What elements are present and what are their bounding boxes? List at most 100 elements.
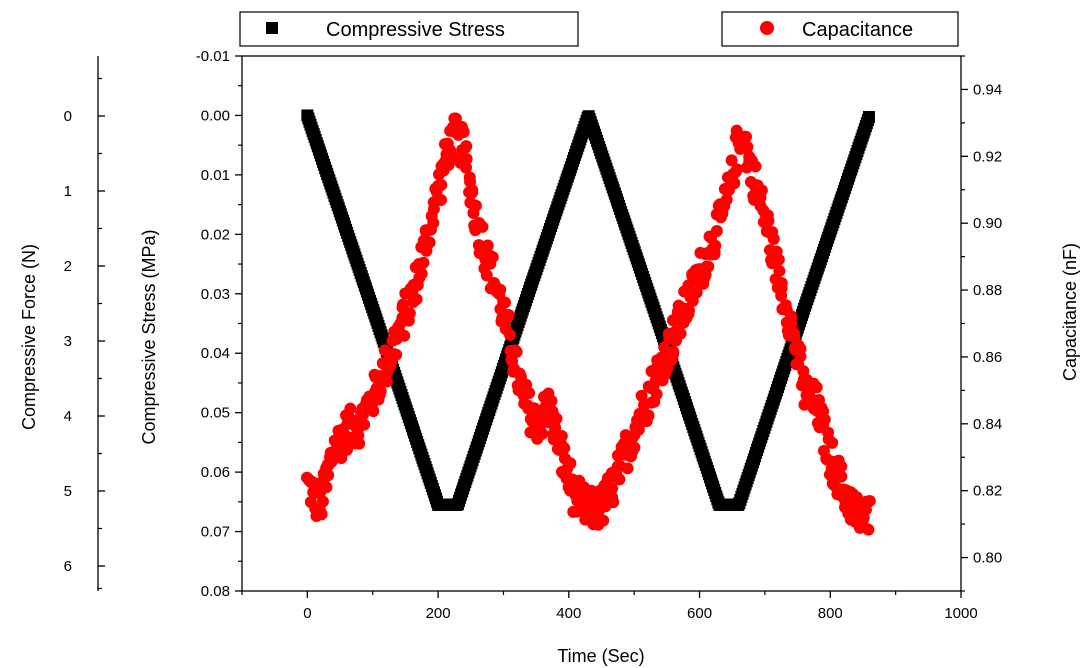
force-tick-label: 3 bbox=[64, 333, 72, 350]
capacitance-point bbox=[380, 375, 393, 388]
capacitance-point bbox=[708, 245, 721, 258]
capacitance-point bbox=[621, 462, 634, 475]
capacitance-tick-label: 0.88 bbox=[973, 282, 1002, 299]
stress-point bbox=[862, 110, 875, 123]
capacitance-point bbox=[785, 317, 798, 330]
capacitance-point bbox=[390, 348, 403, 361]
x-tick-label: 800 bbox=[818, 605, 843, 622]
legend-capacitance: Capacitance bbox=[721, 11, 959, 47]
series-compressive-stress bbox=[301, 109, 875, 511]
stress-axis-title: Compressive Stress (MPa) bbox=[139, 229, 159, 444]
capacitance-tick-label: 0.90 bbox=[973, 215, 1002, 232]
capacitance-point bbox=[353, 437, 366, 450]
capacitance-point bbox=[628, 441, 641, 454]
x-tick-label: 400 bbox=[556, 605, 581, 622]
capacitance-point bbox=[762, 214, 775, 227]
capacitance-point bbox=[728, 177, 741, 190]
capacitance-point bbox=[469, 199, 482, 212]
capacitance-point bbox=[498, 296, 511, 309]
capacitance-point bbox=[613, 473, 626, 486]
capacitance-point bbox=[501, 310, 514, 323]
capacitance-point bbox=[835, 460, 848, 473]
capacitance-point bbox=[486, 251, 499, 264]
stress-tick-label: -0.01 bbox=[196, 48, 230, 65]
capacitance-point bbox=[690, 286, 703, 299]
capacitance-point bbox=[702, 260, 715, 273]
force-tick-label: 5 bbox=[64, 483, 72, 500]
capacitance-tick-label: 0.94 bbox=[973, 81, 1002, 98]
stress-tick-label: 0.01 bbox=[201, 167, 230, 184]
capacitance-point bbox=[427, 216, 440, 229]
capacitance-point bbox=[403, 307, 416, 320]
stress-tick-label: 0.06 bbox=[201, 464, 230, 481]
capacitance-point bbox=[322, 469, 335, 482]
capacitance-point bbox=[794, 350, 807, 363]
capacitance-point bbox=[460, 161, 473, 174]
capacitance-point bbox=[775, 277, 788, 290]
stress-tick-label: 0.00 bbox=[201, 107, 230, 124]
capacitance-point bbox=[725, 154, 738, 167]
capacitance-tick-label: 0.80 bbox=[973, 550, 1002, 567]
capacitance-tick-label: 0.86 bbox=[973, 349, 1002, 366]
capacitance-point bbox=[607, 496, 620, 509]
capacitance-point bbox=[481, 239, 494, 252]
capacitance-point bbox=[549, 421, 562, 434]
x-axis-title: Time (Sec) bbox=[557, 646, 644, 666]
capacitance-point bbox=[358, 418, 371, 431]
x-tick-label: 0 bbox=[303, 605, 311, 622]
capacitance-tick-label: 0.82 bbox=[973, 483, 1002, 500]
capacitance-point bbox=[863, 495, 876, 508]
capacitance-point bbox=[720, 193, 733, 206]
capacitance-point bbox=[674, 327, 687, 340]
stress-tick-label: 0.02 bbox=[201, 226, 230, 243]
capacitance-point bbox=[635, 389, 648, 402]
capacitance-point bbox=[463, 171, 476, 184]
force-tick-label: 1 bbox=[64, 183, 72, 200]
capacitance-point bbox=[650, 388, 663, 401]
capacitance-point bbox=[476, 220, 489, 233]
capacitance-point bbox=[523, 387, 536, 400]
series-capacitance bbox=[300, 112, 876, 536]
capacitance-point bbox=[749, 160, 762, 173]
capacitance-point bbox=[504, 328, 517, 341]
x-tick-label: 200 bbox=[426, 605, 451, 622]
capacitance-point bbox=[435, 194, 448, 207]
capacitance-point bbox=[550, 412, 563, 425]
capacitance-point bbox=[417, 256, 430, 269]
capacitance-point bbox=[510, 345, 523, 358]
legend-capacitance-swatch bbox=[760, 21, 774, 35]
capacitance-point bbox=[810, 381, 823, 394]
capacitance-point bbox=[398, 329, 411, 342]
capacitance-point bbox=[682, 304, 695, 317]
capacitance-point bbox=[862, 523, 875, 536]
legend-capacitance-label: Capacitance bbox=[802, 19, 913, 41]
capacitance-tick-label: 0.84 bbox=[973, 416, 1002, 433]
force-tick-label: 2 bbox=[64, 258, 72, 275]
capacitance-point bbox=[457, 126, 470, 139]
x-tick-label: 1000 bbox=[944, 605, 977, 622]
stress-tick-label: 0.07 bbox=[201, 524, 230, 541]
capacitance-point bbox=[740, 130, 753, 143]
capacitance-point bbox=[320, 481, 333, 494]
capacitance-point bbox=[642, 409, 655, 422]
capacitance-point bbox=[731, 163, 744, 176]
capacitance-point bbox=[835, 470, 848, 483]
capacitance-point bbox=[741, 140, 754, 153]
capacitance-point bbox=[772, 253, 785, 266]
capacitance-point bbox=[558, 442, 571, 455]
stress-tick-label: 0.05 bbox=[201, 405, 230, 422]
ticks-layer: 0 200 400 600 800 1000 -0.01 0.00 0.01 0.02 0.03 0.… bbox=[64, 48, 1003, 622]
legend-stress-box bbox=[239, 11, 579, 47]
capacitance-point bbox=[555, 430, 568, 443]
capacitance-point bbox=[536, 427, 549, 440]
capacitance-point bbox=[710, 225, 723, 238]
force-tick-label: 4 bbox=[64, 408, 72, 425]
capacitance-point bbox=[367, 405, 380, 418]
capacitance-point bbox=[340, 443, 353, 456]
force-tick-label: 0 bbox=[64, 108, 72, 125]
capacitance-point bbox=[460, 140, 473, 153]
x-tick-label: 600 bbox=[687, 605, 712, 622]
capacitance-point bbox=[480, 269, 493, 282]
stress-tick-label: 0.08 bbox=[201, 583, 230, 600]
